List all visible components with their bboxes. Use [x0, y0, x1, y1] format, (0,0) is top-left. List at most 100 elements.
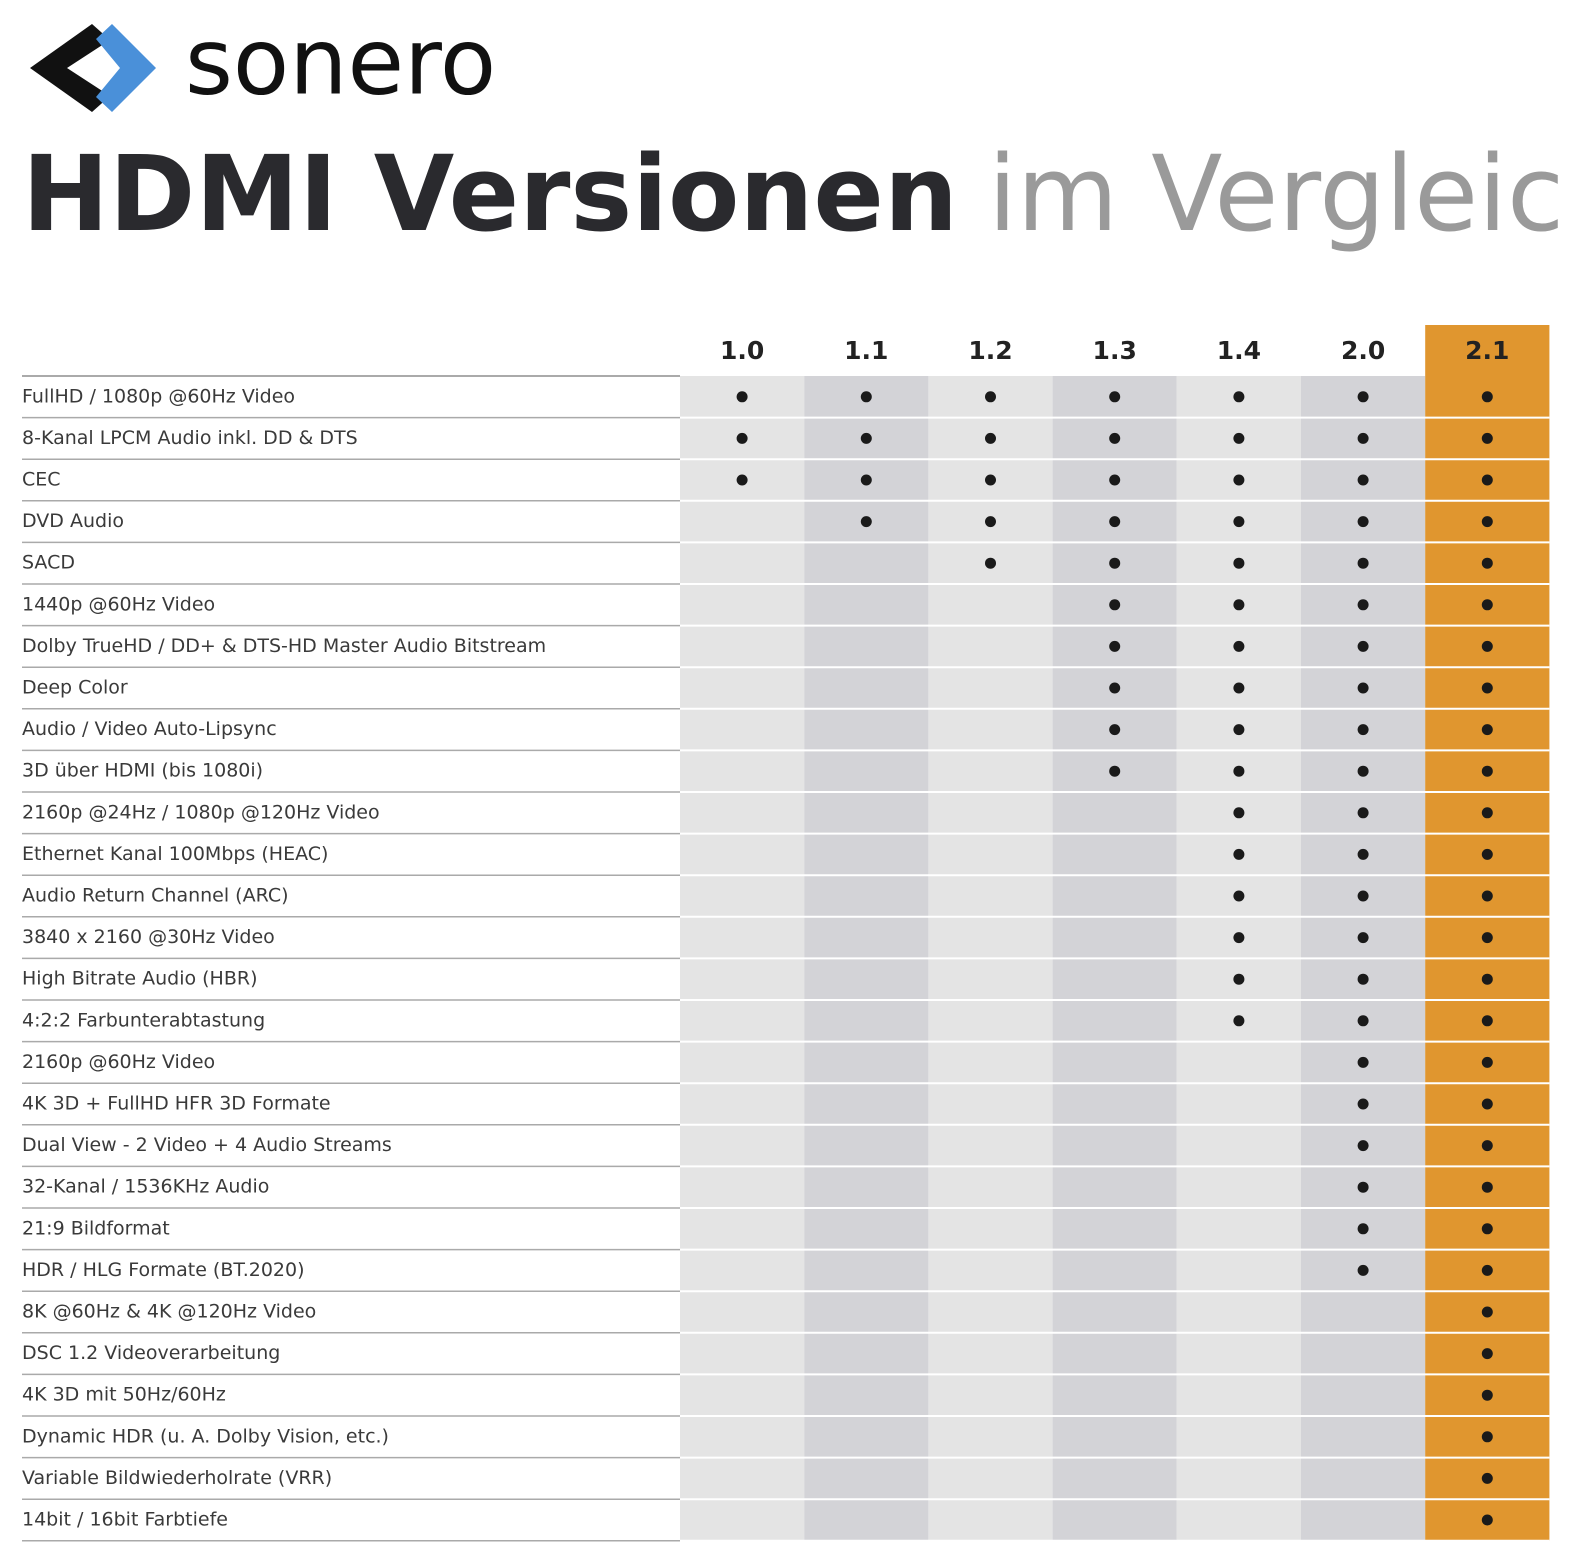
row-label: CEC — [22, 469, 61, 491]
support-dot — [1233, 391, 1245, 403]
support-dot — [1233, 973, 1245, 985]
support-dot — [1481, 1264, 1493, 1276]
row-label: DVD Audio — [22, 510, 124, 532]
support-dot — [1109, 557, 1121, 569]
title-bold: HDMI Versionen — [22, 133, 958, 255]
support-dot — [1357, 557, 1369, 569]
row-label: 2160p @24Hz / 1080p @120Hz Video — [22, 801, 380, 823]
support-dot — [1233, 557, 1245, 569]
support-dot — [1109, 765, 1121, 777]
support-dot — [860, 391, 872, 403]
support-dot — [860, 474, 872, 486]
support-dot — [1481, 724, 1493, 736]
row-label: Deep Color — [22, 677, 128, 699]
support-dot — [1481, 765, 1493, 777]
row-label: Audio / Video Auto-Lipsync — [22, 718, 277, 740]
support-dot — [1481, 474, 1493, 486]
column-header: 2.1 — [1465, 336, 1509, 365]
support-dot — [1357, 848, 1369, 860]
row-label: 32-Kanal / 1536KHz Audio — [22, 1176, 269, 1198]
comparison-table: 1.0 1.1 1.2 1.3 1.4 2.0 2.1 FullHD / 1080p @60H… — [22, 325, 1550, 1542]
support-dot — [1481, 1181, 1493, 1193]
support-dot — [1357, 932, 1369, 944]
support-dot — [1357, 391, 1369, 403]
row-label: Audio Return Channel (ARC) — [22, 885, 289, 907]
brand: sonero — [185, 8, 496, 115]
support-dot — [1481, 640, 1493, 652]
title: HDMI Versionen im Vergleich — [22, 133, 1569, 255]
support-dot — [1481, 516, 1493, 528]
support-dot — [1481, 557, 1493, 569]
support-dot — [1481, 1348, 1493, 1360]
column-header: 1.4 — [1217, 336, 1261, 365]
support-dot — [1481, 1015, 1493, 1027]
support-dot — [1481, 890, 1493, 902]
row-label: 2160p @60Hz Video — [22, 1051, 215, 1073]
support-dot — [1357, 682, 1369, 694]
support-dot — [1357, 1264, 1369, 1276]
support-dot — [1109, 724, 1121, 736]
support-dot — [1357, 1098, 1369, 1110]
row-label: 3840 x 2160 @30Hz Video — [22, 926, 275, 948]
support-dot — [1481, 848, 1493, 860]
row-label: DSC 1.2 Videoverarbeitung — [22, 1342, 280, 1364]
support-dot — [1233, 1015, 1245, 1027]
support-dot — [1357, 973, 1369, 985]
support-dot — [1109, 391, 1121, 403]
row-label: SACD — [22, 552, 75, 574]
support-dot — [1357, 432, 1369, 444]
support-dot — [736, 391, 748, 403]
row-label: Variable Bildwiederholrate (VRR) — [22, 1467, 332, 1489]
support-dot — [1481, 1389, 1493, 1401]
row-label: 4K 3D mit 50Hz/60Hz — [22, 1384, 226, 1406]
support-dot — [1481, 391, 1493, 403]
support-dot — [1481, 1056, 1493, 1068]
support-dot — [736, 474, 748, 486]
support-dot — [1357, 807, 1369, 819]
row-label: 8K @60Hz & 4K @120Hz Video — [22, 1301, 316, 1323]
support-dot — [1109, 432, 1121, 444]
support-dot — [1357, 599, 1369, 611]
row-label: Dynamic HDR (u. A. Dolby Vision, etc.) — [22, 1425, 389, 1447]
support-dot — [1357, 765, 1369, 777]
support-dot — [985, 474, 996, 486]
row-label: 4K 3D + FullHD HFR 3D Formate — [22, 1093, 331, 1115]
row-label: Dual View - 2 Video + 4 Audio Streams — [22, 1134, 392, 1156]
support-dot — [1233, 640, 1245, 652]
support-dot — [736, 432, 748, 444]
row-label: HDR / HLG Formate (BT.2020) — [22, 1259, 305, 1281]
support-dot — [1109, 682, 1121, 694]
support-dot — [1233, 682, 1245, 694]
row-label: 4:2:2 Farbunterabtastung — [22, 1009, 265, 1031]
row-label: High Bitrate Audio (HBR) — [22, 968, 258, 990]
support-dot — [1233, 516, 1245, 528]
support-dot — [1233, 932, 1245, 944]
support-dot — [1357, 1181, 1369, 1193]
row-label: 3D über HDMI (bis 1080i) — [22, 760, 263, 782]
support-dot — [985, 557, 996, 569]
support-dot — [1109, 640, 1121, 652]
row-label: 21:9 Bildformat — [22, 1217, 170, 1239]
support-dot — [1233, 848, 1245, 860]
support-dot — [1357, 724, 1369, 736]
support-dot — [1233, 807, 1245, 819]
row-label: 1440p @60Hz Video — [22, 593, 215, 615]
row-label: Dolby TrueHD / DD+ & DTS-HD Master Audio… — [22, 635, 546, 657]
support-dot — [1357, 474, 1369, 486]
column-header: 1.3 — [1093, 336, 1137, 365]
support-dot — [1233, 432, 1245, 444]
support-dot — [1357, 1223, 1369, 1235]
support-dot — [985, 391, 996, 403]
row-label: 8-Kanal LPCM Audio inkl. DD & DTS — [22, 427, 358, 449]
support-dot — [1109, 599, 1121, 611]
support-dot — [1109, 516, 1121, 528]
support-dot — [1481, 807, 1493, 819]
support-dot — [1357, 516, 1369, 528]
support-dot — [1357, 640, 1369, 652]
row-label: Ethernet Kanal 100Mbps (HEAC) — [22, 843, 328, 865]
column-header: 2.0 — [1341, 336, 1385, 365]
support-dot — [1109, 474, 1121, 486]
support-dot — [1481, 932, 1493, 944]
support-dot — [1233, 890, 1245, 902]
